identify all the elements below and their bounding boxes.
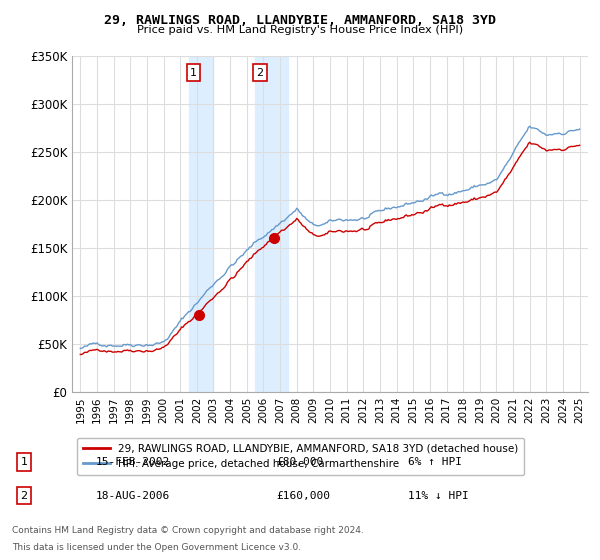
Text: 15-FEB-2002: 15-FEB-2002	[96, 457, 170, 467]
Bar	[255, 56, 289, 392]
Text: 6% ↑ HPI: 6% ↑ HPI	[408, 457, 462, 467]
Text: 11% ↓ HPI: 11% ↓ HPI	[408, 491, 469, 501]
Text: 1: 1	[190, 68, 197, 77]
Text: 2: 2	[256, 68, 263, 77]
Text: £80,000: £80,000	[276, 457, 323, 467]
Text: 2: 2	[20, 491, 28, 501]
Legend: 29, RAWLINGS ROAD, LLANDYBIE, AMMANFORD, SA18 3YD (detached house), HPI: Average: 29, RAWLINGS ROAD, LLANDYBIE, AMMANFORD,…	[77, 437, 524, 475]
Text: Price paid vs. HM Land Registry's House Price Index (HPI): Price paid vs. HM Land Registry's House …	[137, 25, 463, 35]
Bar	[188, 56, 214, 392]
Text: 1: 1	[20, 457, 28, 467]
Text: 18-AUG-2006: 18-AUG-2006	[96, 491, 170, 501]
Text: This data is licensed under the Open Government Licence v3.0.: This data is licensed under the Open Gov…	[12, 543, 301, 552]
Text: Contains HM Land Registry data © Crown copyright and database right 2024.: Contains HM Land Registry data © Crown c…	[12, 526, 364, 535]
Text: £160,000: £160,000	[276, 491, 330, 501]
Text: 29, RAWLINGS ROAD, LLANDYBIE, AMMANFORD, SA18 3YD: 29, RAWLINGS ROAD, LLANDYBIE, AMMANFORD,…	[104, 14, 496, 27]
